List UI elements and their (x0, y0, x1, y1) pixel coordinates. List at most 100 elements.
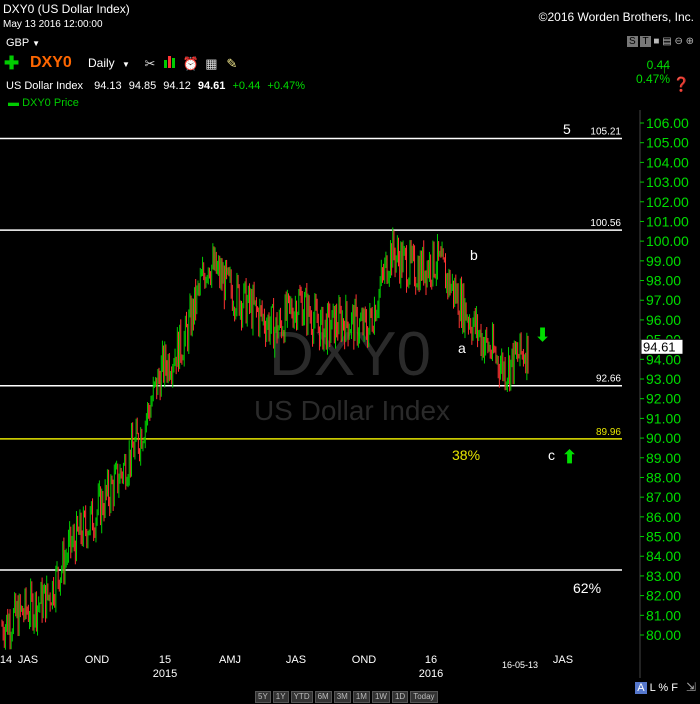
help-icon[interactable]: ❓ (672, 76, 690, 92)
timeframe-buttons: 5Y 1Y YTD 6M 3M 1M 1W 1D Today (255, 686, 440, 704)
timeframe-button-1d[interactable]: 1D (391, 691, 409, 703)
t-icon[interactable]: T (640, 36, 651, 47)
chevron-down-icon: ▼ (32, 39, 41, 48)
timeframe-button-3m[interactable]: 3M (333, 691, 351, 703)
fib-38-label: 38% (452, 447, 481, 463)
series-label[interactable]: ▬ DXY0 Price (8, 97, 79, 109)
resize-handle-icon[interactable]: ⇲ (685, 680, 696, 694)
series-name: DXY0 Price (22, 97, 79, 109)
last-price-box (640, 338, 684, 355)
time-axis-label: OND (352, 654, 377, 666)
interval-selector[interactable]: Daily ▼ (88, 56, 130, 70)
price-tick-label: 99.00 (646, 253, 681, 269)
level-label: 100.56 (590, 218, 621, 229)
wrench-icon[interactable]: ✂ (144, 56, 156, 71)
alarm-clock-icon[interactable]: ⏰ (182, 56, 200, 71)
time-axis-label: AMJ (219, 654, 241, 666)
change-abs: 0.44 (646, 58, 670, 72)
add-icon[interactable]: ✚ (4, 53, 20, 73)
price-tick-label: 88.00 (646, 469, 681, 485)
title-bar: DXY0 (US Dollar Index) May 13 2016 12:00… (0, 0, 700, 34)
price-chart[interactable]: DXY0 US Dollar Index 105.21 100.56 92.66 89.9… (0, 0, 700, 678)
print-icon[interactable]: ▤ (662, 36, 672, 47)
price-tick-label: 94.00 (646, 351, 681, 367)
scale-pct-button[interactable]: % (658, 682, 669, 694)
up-arrow-icon: ↑ (661, 60, 668, 76)
level-label: 89.96 (596, 427, 621, 438)
series-swatch-icon: ▬ (8, 97, 19, 109)
time-axis-bar: 5Y 1Y YTD 6M 3M 1M 1W 1D Today A L % F ⇲ (0, 678, 700, 703)
timeframe-button-5y[interactable]: 5Y (255, 691, 271, 703)
currency-selector[interactable]: GBP ▼ (6, 37, 40, 49)
wave-c-label: c (548, 447, 555, 463)
price-tick-label: 81.00 (646, 607, 681, 623)
price-tick-label: 96.00 (646, 312, 681, 328)
down-arrow-icon: ⬇ (535, 325, 551, 345)
zoom-out-icon[interactable]: ⊖ (674, 36, 683, 47)
scale-l-button[interactable]: L (649, 682, 656, 694)
timeframe-button-today[interactable]: Today (410, 691, 438, 703)
fib-62-label: 62% (573, 580, 602, 596)
save-icon[interactable]: ■ (653, 36, 660, 47)
symbol-label[interactable]: DXY0 (30, 54, 72, 71)
toolbar-icons: ✂ ⏰ ▦ ✎ (142, 54, 240, 73)
change-pct: 0.47% (635, 72, 670, 86)
price-tick-label: 97.00 (646, 292, 681, 308)
time-axis-label: 14 (0, 654, 12, 666)
price-tick-label: 102.00 (646, 194, 689, 210)
timestamp: May 13 2016 12:00:00 (3, 19, 103, 30)
price-tick-label: 83.00 (646, 568, 681, 584)
price-tick-label: 80.00 (646, 627, 681, 643)
chevron-down-icon: ▼ (122, 60, 130, 69)
time-axis-label: OND (85, 654, 110, 666)
quote-low: 94.12 (163, 80, 191, 92)
toolbar: GBP ▼ ✚ DXY0 Daily ▼ ✂ ⏰ ▦ ✎ S T ■ ▤ ⊖ ⊕… (0, 34, 700, 109)
scale-a-button[interactable]: A (635, 682, 647, 694)
time-axis-label: 16-05-13 (502, 660, 538, 670)
price-tick-label: 90.00 (646, 430, 681, 446)
currency-label: GBP (6, 37, 30, 49)
s-icon[interactable]: S (627, 36, 638, 47)
quote-high: 94.85 (128, 80, 157, 92)
quote-open: 94.13 (94, 80, 122, 92)
time-axis-year-label: 2015 (153, 668, 177, 678)
price-tick-label: 92.00 (646, 391, 681, 407)
time-axis-label: JAS (553, 654, 573, 666)
timeframe-button-1w[interactable]: 1W (371, 691, 390, 703)
time-axis-label: 16 (425, 654, 437, 666)
wave-a-label: a (458, 340, 466, 356)
time-axis-label: JAS (18, 654, 38, 666)
scale-f-button[interactable]: F (671, 682, 678, 694)
timeframe-button-1y[interactable]: 1Y (272, 691, 289, 703)
price-tick-label: 105.00 (646, 135, 689, 151)
timeframe-button-1m[interactable]: 1M (352, 691, 370, 703)
price-tick-label: 101.00 (646, 213, 689, 229)
quote-last: 94.61 (197, 80, 226, 92)
price-tick-label: 89.00 (646, 450, 681, 466)
quote-name: US Dollar Index (6, 80, 84, 92)
time-axis-label: 15 (159, 654, 171, 666)
price-tick-label: 98.00 (646, 273, 681, 289)
calculator-icon[interactable]: ▦ (205, 56, 218, 71)
price-tick-label: 91.00 (646, 410, 681, 426)
timeframe-button-ytd[interactable]: YTD (290, 691, 313, 703)
bar-chart-icon[interactable] (162, 54, 178, 70)
price-tick-label: 104.00 (646, 154, 689, 170)
quote-pct: +0.47% (267, 80, 306, 92)
level-label: 105.21 (590, 127, 621, 138)
up-arrow-icon: ⬆ (562, 447, 578, 467)
time-axis-year-label: 2016 (419, 668, 443, 678)
last-price-label: 94.61 (643, 339, 676, 354)
timeframe-button-6m[interactable]: 6M (314, 691, 332, 703)
price-tick-label: 84.00 (646, 548, 681, 564)
zoom-in-icon[interactable]: ⊕ (685, 36, 694, 47)
wave-b-label: b (470, 247, 478, 263)
time-axis-label: JAS (286, 654, 306, 666)
interval-label: Daily (88, 56, 115, 70)
scale-options: A L % F (635, 682, 678, 694)
note-icon[interactable]: ✎ (226, 56, 238, 71)
price-tick-label: 82.00 (646, 588, 681, 604)
quote-line: US Dollar Index 94.13 94.85 94.12 94.61 … (6, 80, 305, 92)
quote-chg: +0.44 (232, 80, 261, 92)
copyright: ©2016 Worden Brothers, Inc. (538, 10, 694, 24)
